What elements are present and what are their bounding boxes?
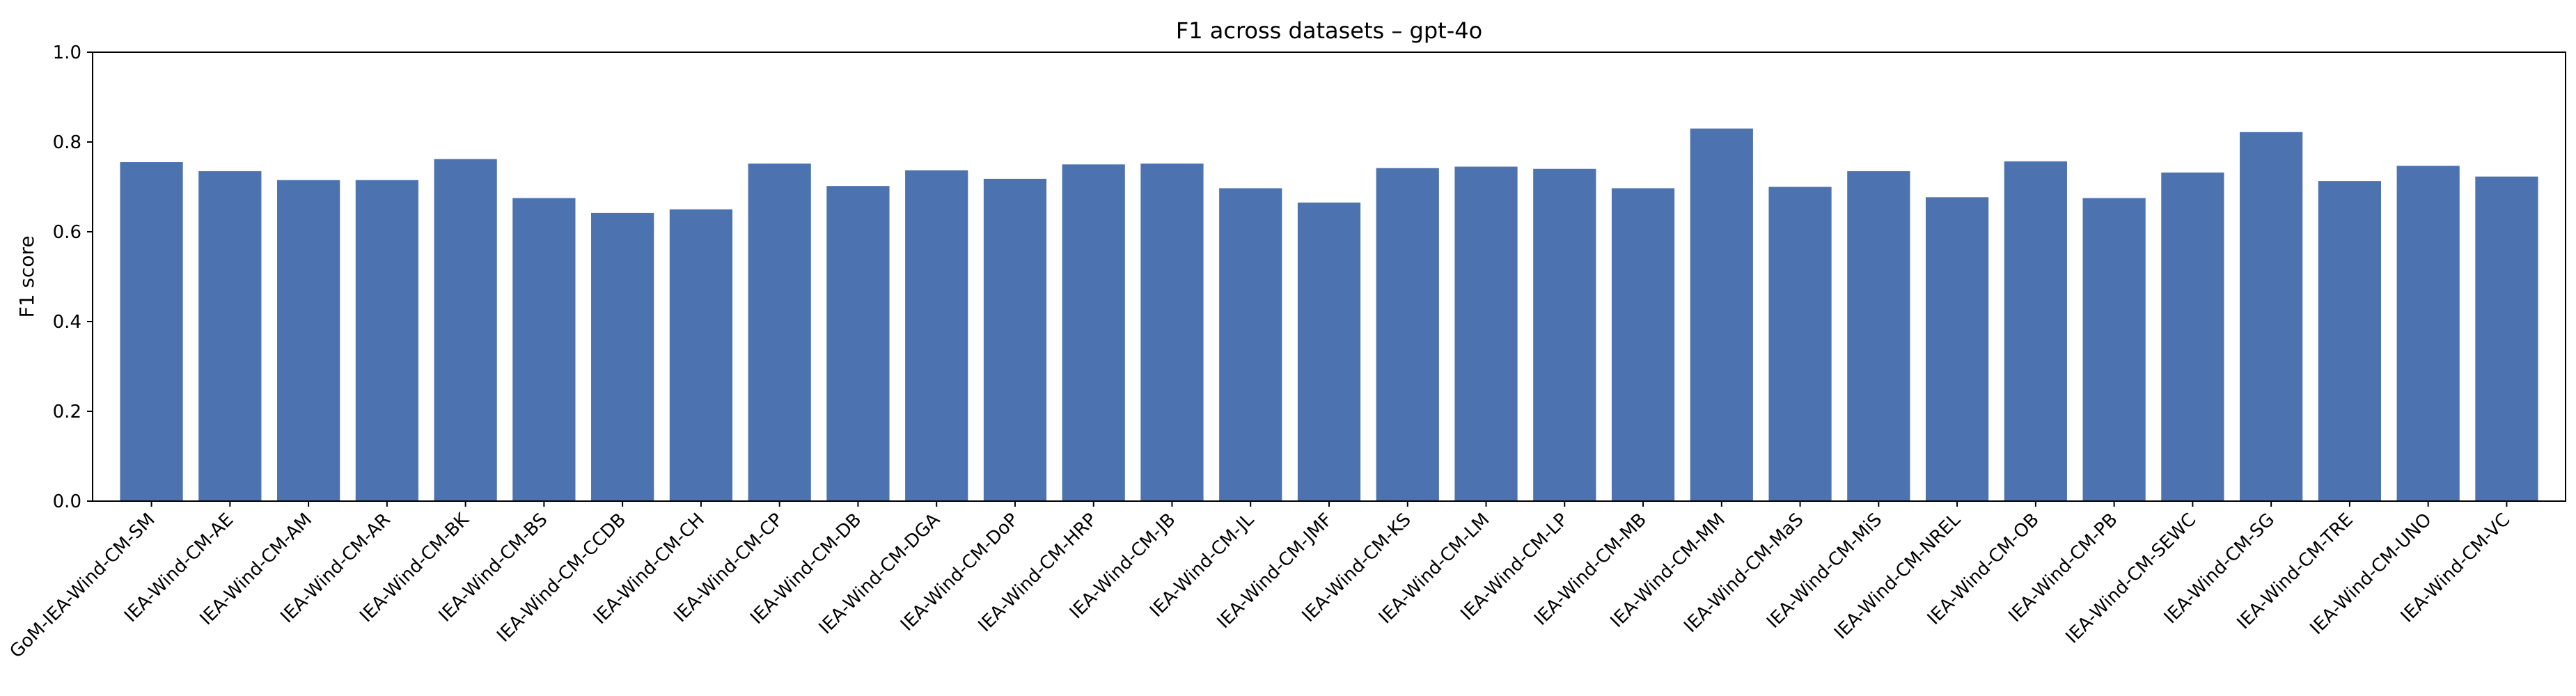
bar-IEA-Wind-CM-DB	[826, 186, 890, 501]
bar-GoM-IEA-Wind-CM-SM	[120, 162, 183, 501]
x-tick-label: IEA-Wind-CM-SEWC	[2062, 509, 2201, 648]
bar-IEA-Wind-CM-CP	[748, 163, 811, 501]
bar-IEA-Wind-CM-CCDB	[591, 212, 654, 501]
bar-IEA-Wind-CM-MaS	[1768, 187, 1832, 501]
bars	[120, 128, 2538, 502]
bar-IEA-Wind-CM-AM	[276, 180, 340, 501]
bar-IEA-Wind-CM-DoP	[983, 178, 1047, 501]
bar-IEA-Wind-CM-BK	[434, 159, 497, 501]
bar-IEA-Wind-CM-PB	[2082, 198, 2146, 501]
y-tick-label: 1.0	[53, 42, 81, 63]
bar-IEA-Wind-CM-AE	[198, 171, 262, 502]
bar-IEA-Wind-CM-HRP	[1062, 164, 1125, 501]
bar-IEA-Wind-CM-JL	[1219, 188, 1282, 501]
bar-IEA-Wind-CM-VC	[2475, 176, 2538, 502]
x-tick-label: GoM-IEA-Wind-CM-SM	[6, 509, 159, 663]
x-tick-label: IEA-Wind-CM-CCDB	[493, 509, 630, 647]
bar-IEA-Wind-CM-UNO	[2396, 166, 2460, 501]
y-tick-label: 0.4	[53, 312, 81, 333]
bar-IEA-Wind-CM-BS	[512, 198, 576, 501]
bar-IEA-Wind-CM-NREL	[1925, 197, 1989, 501]
bar-IEA-Wind-CM-DGA	[905, 170, 968, 501]
bar-IEA-Wind-CM-AR	[355, 180, 418, 501]
bar-IEA-Wind-CM-MM	[1690, 128, 1753, 501]
y-tick-label: 0.0	[53, 491, 81, 512]
bar-IEA-Wind-CM-LP	[1533, 168, 1596, 501]
bar-IEA-Wind-CM-SG	[2240, 132, 2303, 501]
bar-IEA-Wind-CM-JB	[1140, 163, 1204, 501]
bar-IEA-Wind-CM-LM	[1454, 166, 1518, 501]
bar-IEA-Wind-CM-KS	[1376, 168, 1439, 501]
y-tick-label: 0.8	[53, 132, 81, 153]
bar-IEA-Wind-CM-OB	[2004, 161, 2067, 502]
plot-frame	[92, 52, 2566, 502]
bar-IEA-Wind-CM-JMF	[1297, 203, 1361, 501]
chart-title: F1 across datasets – gpt-4o	[1176, 17, 1482, 44]
y-tick-label: 0.2	[53, 402, 81, 422]
y-axis-label: F1 score	[15, 235, 38, 317]
bar-IEA-Wind-CM-MiS	[1847, 171, 1910, 502]
y-axis-ticks: 0.0 0.2 0.4 0.6 0.8 1.0	[53, 42, 93, 512]
bar-IEA-Wind-CM-MB	[1611, 188, 1675, 501]
bar-IEA-Wind-CM-CH	[669, 209, 733, 501]
bar-IEA-Wind-CM-SEWC	[2161, 172, 2224, 502]
bar-IEA-Wind-CM-TRE	[2318, 181, 2382, 501]
y-tick-label: 0.6	[53, 222, 81, 243]
x-axis-ticks: GoM-IEA-Wind-CM-SMIEA-Wind-CM-AEIEA-Wind…	[6, 501, 2514, 663]
